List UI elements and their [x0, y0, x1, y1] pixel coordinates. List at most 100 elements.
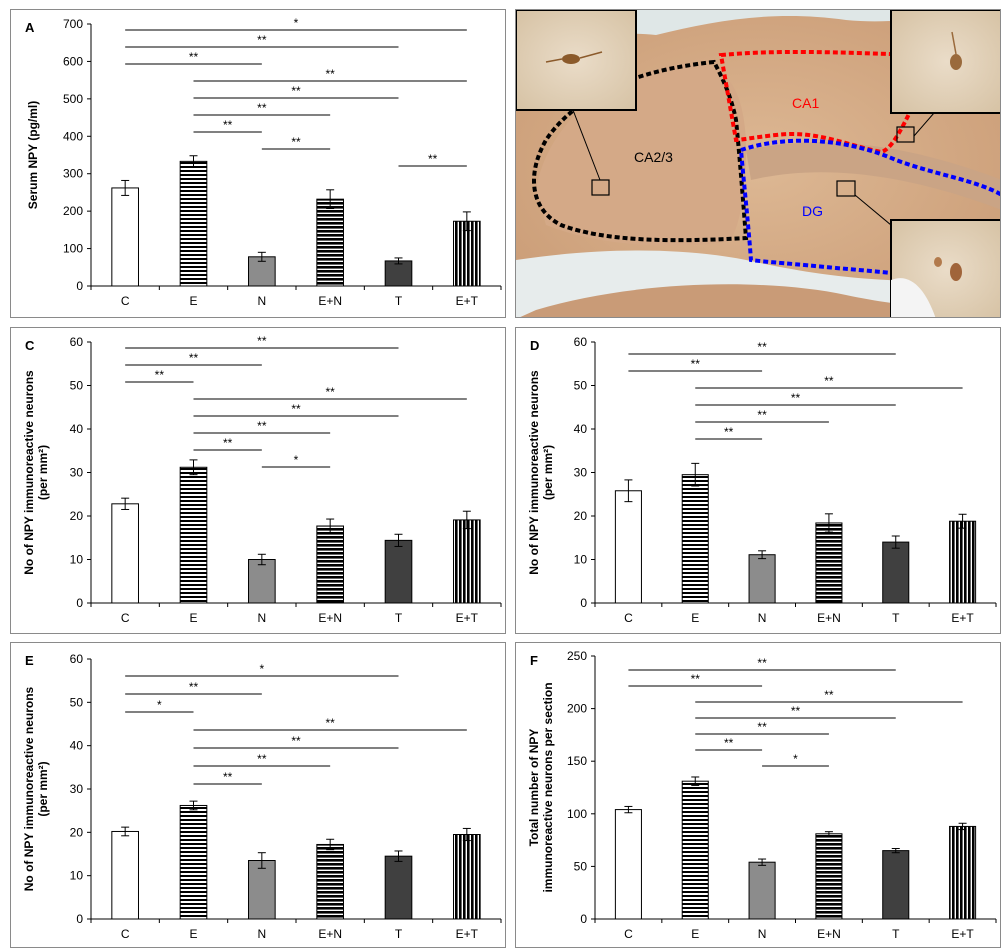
bar-t	[882, 850, 910, 920]
inset-ca1	[890, 10, 1000, 114]
y-axis-label-2: (per mm²)	[36, 445, 50, 500]
y-tick-label: 50	[70, 695, 84, 709]
bar-e-plus-t	[453, 519, 481, 604]
significance-label: **	[791, 704, 801, 718]
y-tick-label: 20	[574, 509, 588, 523]
y-tick-label: 100	[63, 242, 83, 256]
y-tick-label: 100	[567, 807, 587, 821]
bar-e-plus-n	[815, 522, 843, 604]
y-tick-label: 400	[63, 129, 83, 143]
roi-box-ca23	[591, 179, 610, 196]
significance-label: **	[691, 672, 701, 686]
chart-svg-c: C 0 10 20 30 40 50 60 No of NPY immunoreactive n…	[22, 334, 502, 625]
category-label: E+N	[318, 294, 342, 308]
category-label: C	[121, 611, 130, 625]
category-label: N	[257, 927, 266, 941]
roi-box-ca1	[896, 126, 915, 143]
chart-svg-f: F 0 50 100 150 200 250 Total number of NPY immun…	[527, 649, 997, 941]
ca1-label: CA1	[792, 95, 819, 111]
y-tick-label: 30	[70, 466, 84, 480]
y-tick-label: 40	[574, 422, 588, 436]
dg-granule-layer	[746, 142, 1000, 210]
y-tick-label: 60	[574, 335, 588, 349]
y-tick-label: 0	[76, 912, 83, 926]
y-axis-label: No of NPY immunoreactive neurons	[527, 370, 541, 575]
category-label: T	[892, 611, 900, 625]
significance-label: **	[155, 368, 165, 382]
category-label: E+N	[318, 611, 342, 625]
ca23-outline	[532, 59, 749, 243]
significance-label: **	[189, 351, 199, 365]
y-tick-label: 0	[76, 596, 83, 610]
significance-label: **	[791, 391, 801, 405]
panel-label-a: A	[25, 20, 35, 35]
panel-label-c: C	[25, 338, 35, 353]
significance-label: **	[223, 118, 233, 132]
category-label: E+T	[951, 927, 974, 941]
ca1-outline	[718, 49, 919, 155]
y-axis-label: No of NPY immunoreactive neurons	[22, 686, 36, 891]
panel-a-serum-npy-chart: A 0 100 200 300 400 500 600 700 Serum NPY (pg/ml)…	[10, 9, 506, 318]
bar-e-plus-n	[316, 198, 344, 287]
y-tick-label: 60	[70, 652, 84, 666]
y-tick-label: 50	[70, 379, 84, 393]
bar-e-plus-t	[453, 220, 481, 287]
category-label: E+T	[456, 611, 479, 625]
panel-label-e: E	[25, 653, 34, 668]
significance-label: *	[793, 752, 798, 766]
significance-label: *	[294, 453, 299, 467]
bar-c	[614, 490, 642, 604]
inset-ca23	[516, 10, 637, 111]
y-tick-label: 0	[580, 596, 587, 610]
bar-e-plus-n	[316, 843, 344, 920]
significance-label: **	[325, 716, 335, 730]
y-tick-label: 300	[63, 167, 83, 181]
significance-label: **	[428, 152, 438, 166]
significance-label: **	[223, 770, 233, 784]
y-tick-label: 250	[567, 649, 587, 663]
y-tick-label: 200	[567, 702, 587, 716]
y-tick-label: 50	[574, 379, 588, 393]
y-tick-label: 30	[574, 466, 588, 480]
bar-t	[384, 855, 413, 920]
significance-label: **	[757, 408, 767, 422]
category-label: E	[189, 611, 197, 625]
bar-e	[179, 466, 208, 604]
bar-n	[748, 861, 776, 920]
y-axis-label-2: immunoreactive neurons per section	[541, 682, 555, 892]
chart-svg-a: A 0 100 200 300 400 500 600 700 Serum NPY (pg/ml)…	[25, 16, 502, 308]
significance-label: *	[157, 698, 162, 712]
panel-d-ca1-neurons-chart: D 0 10 20 30 40 50 60 No of NPY immunoreactive n…	[515, 327, 1001, 634]
bar-e	[179, 804, 208, 920]
bar-n	[748, 554, 776, 604]
ca23-label: CA2/3	[634, 149, 673, 165]
category-label: E	[189, 927, 197, 941]
panel-c-ca23-neurons-chart: C 0 10 20 30 40 50 60 No of NPY immunoreactive n…	[10, 327, 506, 634]
significance-label: *	[259, 662, 264, 676]
bar-e-plus-n	[815, 833, 843, 920]
category-label: T	[892, 927, 900, 941]
significance-label: **	[824, 374, 834, 388]
category-label: E+N	[817, 927, 841, 941]
significance-label: **	[291, 402, 301, 416]
category-label: E+N	[817, 611, 841, 625]
category-label: E	[189, 294, 197, 308]
category-label: T	[395, 611, 403, 625]
y-axis-label: No of NPY immunoreactive neurons	[22, 370, 36, 575]
category-label: N	[257, 294, 266, 308]
y-tick-label: 150	[567, 754, 587, 768]
significance-label: **	[824, 688, 834, 702]
significance-label: **	[257, 33, 267, 47]
y-tick-label: 10	[70, 553, 84, 567]
bar-t	[384, 539, 413, 604]
category-label: N	[257, 611, 266, 625]
bar-e	[179, 160, 208, 287]
y-tick-label: 20	[70, 509, 84, 523]
panel-e-dg-neurons-chart: E 0 10 20 30 40 50 60 No of NPY immunoreactive n…	[10, 642, 506, 948]
category-label: C	[121, 927, 130, 941]
bar-e-plus-t	[453, 834, 481, 920]
significance-label: **	[724, 425, 734, 439]
y-tick-label: 10	[574, 553, 588, 567]
significance-label: **	[325, 67, 335, 81]
significance-label: **	[757, 340, 767, 354]
